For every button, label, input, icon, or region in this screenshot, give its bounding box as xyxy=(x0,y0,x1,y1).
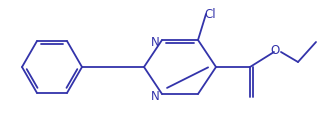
Text: O: O xyxy=(270,45,280,57)
Text: N: N xyxy=(151,91,159,103)
Text: Cl: Cl xyxy=(204,8,216,21)
Text: N: N xyxy=(151,37,159,49)
